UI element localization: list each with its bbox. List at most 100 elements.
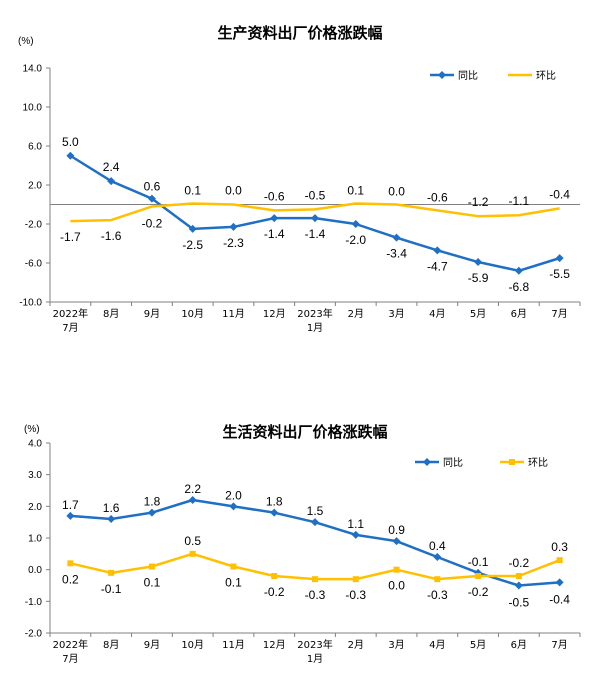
chart-title: 生活资料出厂价格涨跌幅 [222,423,387,441]
x-tick-label: 7月 [62,322,78,334]
data-label: -0.4 [549,187,570,201]
data-label: -0.2 [509,556,530,570]
data-label: -6.8 [509,280,530,294]
y-tick-label: 1.0 [28,534,42,545]
data-point [311,518,319,527]
data-label: 2.0 [225,488,242,502]
data-point [108,569,115,576]
data-point [555,254,564,263]
data-label: 0.5 [184,534,201,548]
chart-production-materials: 生产资料出厂价格涨跌幅 (%) 14.0 10.0 6.0 2.0 -2.0 -6.0 -1… [18,24,581,334]
x-tick-label: 4月 [429,639,445,651]
data-label: -0.4 [549,592,570,606]
y-tick-label: 2.0 [28,502,42,513]
data-point [147,194,156,203]
data-point [66,151,75,160]
legend-label: 环比 [528,457,548,469]
y-tick-label: -10.0 [19,298,42,309]
data-label: -0.6 [264,189,285,203]
data-label: -4.7 [427,259,448,273]
y-tick-label: -2.0 [25,220,43,231]
data-label: 1.7 [62,498,79,512]
data-label: -0.1 [468,555,489,569]
data-label: 0.1 [184,184,201,198]
data-label: 1.5 [307,504,324,518]
x-tick-label: 4月 [429,308,445,320]
data-label: 0.0 [225,184,242,198]
y-unit-label: (%) [24,424,40,435]
data-label: 0.3 [551,540,568,554]
x-tick-label: 2月 [348,639,364,651]
x-tick-label: 10月 [181,639,204,651]
x-tick-label: 7月 [551,639,567,651]
x-tick-label: 2月 [348,308,364,320]
data-label: 0.6 [144,180,161,194]
y-tick-label: 2.0 [28,181,42,192]
data-point [393,566,400,573]
data-label: 1.8 [266,495,283,509]
data-label: 0.2 [62,572,79,586]
data-label: -2.0 [345,233,366,247]
chart-consumer-goods: 生活资料出厂价格涨跌幅 (%) 4.0 3.0 2.0 1.0 0.0 -1.0 -2.0 2… [24,423,581,665]
x-tick-label: 12月 [263,639,286,651]
data-label: -0.6 [427,190,448,204]
x-tick-label: 5月 [470,308,486,320]
data-label: -0.1 [101,582,122,596]
data-point [107,515,116,523]
data-point [352,576,359,583]
data-point [474,258,483,267]
data-point [311,214,319,223]
x-tick-label: 5月 [470,639,486,651]
data-label: -0.5 [509,596,530,610]
data-label: 1.6 [103,501,120,515]
data-point [351,220,360,228]
x-tick-label: 1月 [307,322,323,334]
y-unit-label: (%) [18,36,34,47]
data-point [230,563,237,570]
x-tick-label: 11月 [222,639,245,651]
data-point [433,246,442,255]
data-point [229,222,238,231]
data-label: 0.1 [347,184,364,198]
data-label: -0.3 [345,588,366,602]
legend-marker [423,458,431,466]
data-label: -0.2 [264,585,285,599]
data-label: -2.3 [223,236,244,250]
data-label: 1.8 [144,495,161,509]
data-label: 5.0 [62,135,79,149]
data-label: 0.0 [388,185,405,199]
x-tick-label: 7月 [62,653,78,665]
legend-marker [438,71,446,79]
y-tick-label: -1.0 [25,597,43,608]
data-label: -1.1 [509,194,530,208]
x-tick-label: 8月 [103,639,119,651]
data-point [434,576,441,583]
data-label: -0.2 [142,216,163,230]
y-tick-label: 14.0 [23,64,43,75]
x-tick-label: 6月 [511,639,527,651]
data-point [555,578,564,587]
x-tick-label: 1月 [307,653,323,665]
data-label: -5.5 [549,267,570,281]
data-point [433,553,442,561]
data-label: -0.3 [305,588,326,602]
data-label: 2.2 [184,482,201,496]
y-tick-label: 4.0 [28,439,42,450]
data-point [147,508,156,517]
data-point [514,266,523,275]
x-tick-label: 2022年 [53,307,88,320]
data-label: 0.9 [388,523,405,537]
data-point [392,537,401,546]
data-point [66,511,75,520]
x-tick-label: 2023年 [297,307,332,320]
x-tick-label: 8月 [103,308,119,320]
data-point [312,576,318,583]
x-tick-label: 9月 [144,308,160,320]
y-tick-label: 3.0 [28,470,42,481]
series-line-环比 [70,202,560,223]
data-label: 0.4 [429,539,446,553]
x-tick-label: 9月 [144,639,160,651]
data-label: 2.4 [103,160,120,174]
x-tick-label: 12月 [263,308,286,320]
data-point [271,573,278,579]
